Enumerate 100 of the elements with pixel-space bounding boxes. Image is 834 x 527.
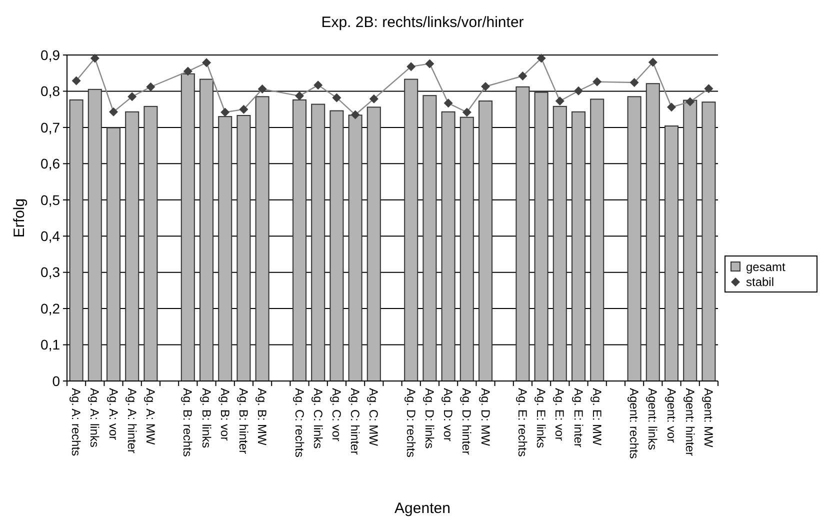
x-tick-label: Ag. A: MW	[144, 388, 158, 446]
x-tick-label: Ag. E: rechts	[516, 388, 530, 457]
y-tick-label: 0,4	[40, 228, 60, 244]
x-tick-label: Agent: vor	[664, 388, 678, 443]
point	[518, 72, 528, 81]
point	[667, 102, 676, 112]
y-tick-label: 0,6	[40, 156, 60, 172]
point	[686, 97, 695, 106]
bar	[255, 96, 270, 382]
legend-label: stabil	[746, 275, 774, 290]
x-tick-label: Ag. E: links	[534, 388, 548, 448]
bar	[180, 73, 195, 382]
point	[704, 84, 714, 94]
bar	[106, 127, 121, 382]
bar	[516, 86, 530, 382]
point	[239, 104, 248, 114]
x-tick-label: Ag. B: MW	[255, 388, 270, 446]
x-tick-label: Ag. A: vor	[106, 388, 120, 440]
point	[72, 76, 81, 86]
point	[183, 66, 192, 76]
bar	[627, 96, 642, 382]
point	[258, 84, 267, 94]
bar	[702, 102, 716, 382]
x-tick-label: Agent: MW	[702, 388, 716, 448]
bar	[460, 116, 474, 382]
chart-title: Exp. 2B: rechts/links/vor/hinter	[321, 14, 524, 31]
bar	[69, 99, 84, 382]
x-tick-label: Agent: hinter	[682, 388, 697, 456]
point	[462, 108, 472, 117]
y-axis-title: Erfolg	[11, 198, 28, 238]
bar	[88, 88, 102, 382]
bar	[330, 110, 344, 382]
x-tick-label: Agent: rechts	[627, 388, 642, 459]
bar	[571, 111, 586, 382]
x-tick-label: Ag. C: hinter	[348, 388, 362, 455]
x-tick-label: Ag. E: inter	[571, 388, 586, 448]
bar	[646, 83, 660, 382]
point	[648, 58, 658, 67]
point	[574, 86, 583, 96]
bar	[348, 114, 362, 382]
bar	[311, 104, 326, 382]
x-tick-label: Ag. A: links	[88, 388, 102, 448]
point	[555, 96, 564, 106]
bar	[441, 111, 456, 382]
x-tick-label: Ag. D: vor	[441, 388, 456, 442]
point	[128, 92, 137, 102]
point	[109, 107, 118, 116]
point	[295, 91, 304, 100]
point	[332, 93, 342, 102]
y-tick-label: 0,8	[40, 83, 60, 100]
point	[592, 77, 602, 86]
bar	[125, 111, 140, 382]
x-tick-label: Ag. B: vor	[218, 388, 232, 441]
y-tick-label: 0,5	[40, 192, 60, 208]
bar	[292, 99, 307, 382]
x-tick-label: Agent: links	[646, 388, 660, 450]
bar	[590, 98, 604, 382]
x-tick-label: Ag. E: vor	[552, 388, 567, 441]
y-tick-label: 0,7	[40, 119, 60, 136]
point	[536, 54, 546, 63]
point	[369, 94, 378, 104]
point	[220, 108, 230, 117]
x-tick-label: Ag. D: links	[422, 388, 436, 449]
bar	[683, 100, 698, 382]
x-tick-label: Ag. D: rechts	[404, 388, 418, 458]
x-axis-title: Agenten	[394, 500, 450, 517]
x-tick-label: Ag. A: rechts	[69, 388, 84, 456]
point	[630, 78, 639, 88]
legend-label: gesamt	[746, 260, 786, 274]
bar	[534, 92, 548, 382]
point	[314, 80, 323, 90]
x-tick-label: Ag. C: MW	[366, 388, 381, 447]
x-tick-label: Ag. B: rechts	[180, 388, 195, 457]
x-tick-label: Ag. E: MW	[590, 388, 604, 446]
point	[481, 82, 490, 92]
bar	[422, 95, 437, 382]
point	[350, 110, 360, 120]
y-tick-label: 0,9	[40, 46, 60, 63]
bar	[144, 106, 158, 382]
bar	[664, 125, 679, 382]
bar	[366, 106, 381, 382]
x-tick-label: Ag. B: hinter	[236, 388, 250, 454]
bar	[478, 100, 493, 382]
y-tick-label: 0,2	[40, 300, 60, 316]
bar	[199, 78, 214, 382]
bar	[236, 114, 251, 382]
y-tick-label: 0,3	[40, 264, 60, 280]
y-tick-label: 0,1	[40, 336, 60, 353]
x-tick-label: Ag. B: links	[199, 388, 214, 448]
point	[90, 54, 100, 63]
bar	[218, 116, 232, 382]
x-tick-label: Ag. C: rechts	[292, 388, 306, 458]
bar	[552, 106, 567, 382]
x-tick-label: Ag. D: hinter	[460, 388, 474, 455]
point	[444, 98, 453, 108]
x-tick-label: Ag. C: vor	[330, 388, 344, 442]
point	[406, 62, 416, 72]
x-tick-label: Ag. A: hinter	[124, 388, 139, 454]
point	[146, 82, 156, 92]
y-tick-label: 0	[52, 372, 60, 389]
